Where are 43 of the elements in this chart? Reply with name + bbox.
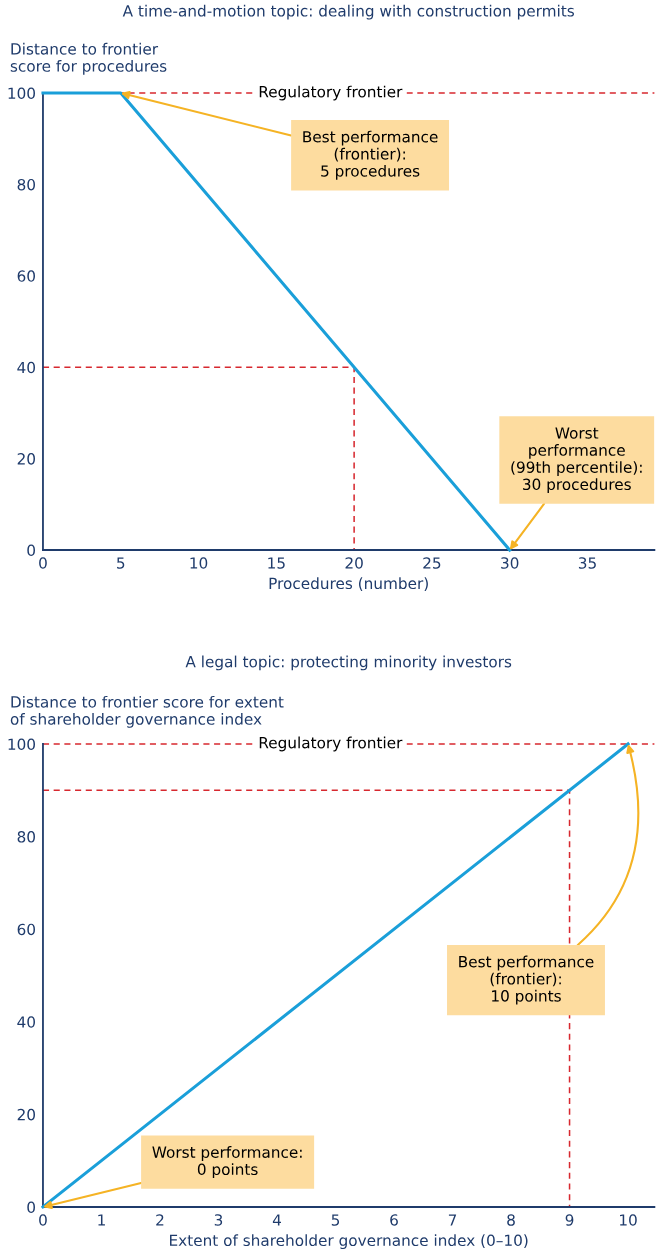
y-tick-label: 0	[27, 544, 36, 557]
y-tick-label: 80	[17, 178, 36, 191]
x-tick-label: 25	[423, 557, 441, 569]
y-tick-label: 0	[27, 1201, 36, 1213]
ref-line-label: Regulatory frontier	[259, 736, 403, 752]
x-tick-label: 6	[390, 1214, 398, 1226]
x-tick-label: 2	[156, 1214, 164, 1226]
chart-title: A legal topic: protecting minority investors	[185, 655, 512, 671]
y-axis-title: Distance to frontier score for extent of shareholder governance index	[10, 695, 284, 728]
y-tick-label: 100	[8, 738, 36, 751]
annotation: Worst performance (99th percentile): 30 procedures	[511, 427, 642, 494]
annotation: Worst performance: 0 points	[152, 1146, 302, 1179]
x-tick-label: 0	[39, 1214, 47, 1226]
annotation: Best performance (frontier): 5 procedures	[303, 130, 438, 180]
x-tick-label: 35	[578, 557, 596, 569]
x-tick-label: 4	[272, 1214, 282, 1226]
x-tick-label: 15	[268, 557, 285, 569]
y-tick-label: 40	[17, 361, 36, 374]
x-tick-label: 8	[507, 1214, 515, 1226]
x-tick-label: 1	[98, 1214, 105, 1226]
x-tick-label: 5	[117, 557, 125, 569]
ref-line-label: Regulatory frontier	[259, 85, 403, 101]
x-tick-label: 20	[345, 557, 363, 569]
x-tick-label: 10	[620, 1214, 637, 1226]
x-tick-label: 10	[190, 557, 208, 569]
y-tick-label: 60	[17, 923, 36, 936]
x-tick-label: 7	[448, 1214, 457, 1226]
x-axis-title: Extent of shareholder governance index (0–10)	[170, 1234, 528, 1250]
x-axis-title: Procedures (number)	[269, 577, 428, 591]
y-tick-label: 60	[17, 270, 36, 282]
y-axis-title: Distance to frontier score for procedures	[10, 42, 167, 75]
y-tick-label: 40	[17, 1016, 36, 1028]
x-tick-label: 3	[214, 1214, 223, 1226]
x-tick-label: 30	[501, 557, 519, 569]
y-tick-label: 100	[8, 87, 36, 100]
y-tick-label: 20	[17, 453, 36, 465]
x-tick-label: 9	[565, 1214, 574, 1226]
chart-title: A time-and-motion topic: dealing with construction permits	[122, 4, 575, 20]
y-tick-label: 20	[17, 1108, 36, 1121]
y-tick-label: 80	[17, 831, 36, 843]
x-tick-label: 5	[331, 1214, 340, 1226]
x-tick-label: 0	[39, 557, 47, 569]
annotation: Best performance (frontier): 10 points	[459, 955, 594, 1005]
